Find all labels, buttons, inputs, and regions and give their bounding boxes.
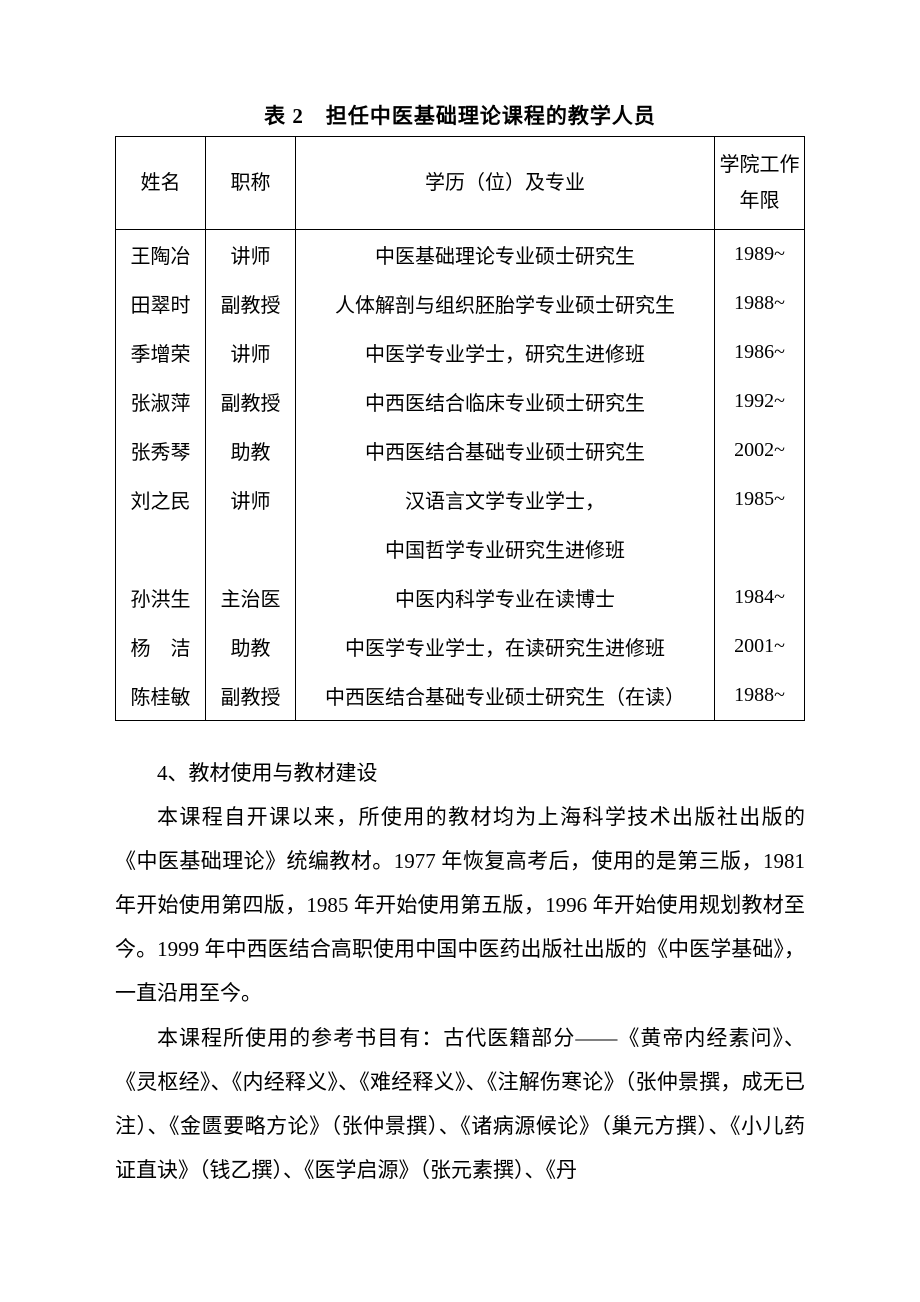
table-row: 中国哲学专业研究生进修班 <box>116 524 805 573</box>
staff-table: 姓名 职称 学历（位）及专业 学院工作年限 王陶冶讲师中医基础理论专业硕士研究生… <box>115 136 805 721</box>
cell-tenure: 2001~ <box>715 622 805 671</box>
table-row: 张秀琴助教中西医结合基础专业硕士研究生2002~ <box>116 426 805 475</box>
cell-tenure: 1985~ <box>715 475 805 524</box>
table-row: 陈桂敏副教授中西医结合基础专业硕士研究生（在读）1988~ <box>116 671 805 721</box>
cell-title: 副教授 <box>206 377 296 426</box>
cell-education: 人体解剖与组织胚胎学专业硕士研究生 <box>296 279 715 328</box>
cell-name: 孙洪生 <box>116 573 206 622</box>
cell-education: 中医基础理论专业硕士研究生 <box>296 230 715 280</box>
cell-title: 副教授 <box>206 671 296 721</box>
cell-education: 中医学专业学士，研究生进修班 <box>296 328 715 377</box>
cell-title: 讲师 <box>206 328 296 377</box>
cell-education: 中医内科学专业在读博士 <box>296 573 715 622</box>
cell-name: 陈桂敏 <box>116 671 206 721</box>
table-row: 季增荣讲师中医学专业学士，研究生进修班1986~ <box>116 328 805 377</box>
cell-education: 中医学专业学士，在读研究生进修班 <box>296 622 715 671</box>
table-row: 孙洪生主治医中医内科学专业在读博士1984~ <box>116 573 805 622</box>
cell-tenure: 1988~ <box>715 279 805 328</box>
cell-tenure: 1989~ <box>715 230 805 280</box>
table-caption: 表 2 担任中医基础理论课程的教学人员 <box>115 100 805 130</box>
table-header-row: 姓名 职称 学历（位）及专业 学院工作年限 <box>116 137 805 230</box>
cell-name: 张淑萍 <box>116 377 206 426</box>
cell-tenure: 1986~ <box>715 328 805 377</box>
cell-name: 田翠时 <box>116 279 206 328</box>
col-header-title: 职称 <box>206 137 296 230</box>
table-row: 王陶冶讲师中医基础理论专业硕士研究生1989~ <box>116 230 805 280</box>
cell-name: 刘之民 <box>116 475 206 524</box>
cell-name: 杨 洁 <box>116 622 206 671</box>
cell-name: 季增荣 <box>116 328 206 377</box>
table-row: 张淑萍副教授中西医结合临床专业硕士研究生1992~ <box>116 377 805 426</box>
cell-name: 张秀琴 <box>116 426 206 475</box>
table-row: 杨 洁助教中医学专业学士，在读研究生进修班2001~ <box>116 622 805 671</box>
cell-name: 王陶冶 <box>116 230 206 280</box>
cell-tenure: 1988~ <box>715 671 805 721</box>
cell-education: 中西医结合基础专业硕士研究生 <box>296 426 715 475</box>
cell-title: 讲师 <box>206 230 296 280</box>
col-header-education: 学历（位）及专业 <box>296 137 715 230</box>
cell-title: 副教授 <box>206 279 296 328</box>
table-row: 田翠时副教授人体解剖与组织胚胎学专业硕士研究生1988~ <box>116 279 805 328</box>
cell-tenure: 1984~ <box>715 573 805 622</box>
staff-table-body: 王陶冶讲师中医基础理论专业硕士研究生1989~田翠时副教授人体解剖与组织胚胎学专… <box>116 230 805 721</box>
cell-title <box>206 524 296 573</box>
cell-title: 主治医 <box>206 573 296 622</box>
cell-tenure <box>715 524 805 573</box>
cell-tenure: 2002~ <box>715 426 805 475</box>
cell-tenure: 1992~ <box>715 377 805 426</box>
body-paragraph: 本课程所使用的参考书目有：古代医籍部分——《黄帝内经素问》、《灵枢经》、《内经释… <box>115 1016 805 1192</box>
table-row: 刘之民讲师汉语言文学专业学士，1985~ <box>116 475 805 524</box>
cell-title: 讲师 <box>206 475 296 524</box>
cell-education: 中国哲学专业研究生进修班 <box>296 524 715 573</box>
col-header-name: 姓名 <box>116 137 206 230</box>
cell-education: 中西医结合临床专业硕士研究生 <box>296 377 715 426</box>
cell-title: 助教 <box>206 426 296 475</box>
cell-title: 助教 <box>206 622 296 671</box>
cell-education: 汉语言文学专业学士， <box>296 475 715 524</box>
cell-education: 中西医结合基础专业硕士研究生（在读） <box>296 671 715 721</box>
body-paragraph: 本课程自开课以来，所使用的教材均为上海科学技术出版社出版的《中医基础理论》统编教… <box>115 795 805 1015</box>
col-header-tenure: 学院工作年限 <box>715 137 805 230</box>
cell-name <box>116 524 206 573</box>
section-heading: 4、教材使用与教材建设 <box>115 751 805 795</box>
